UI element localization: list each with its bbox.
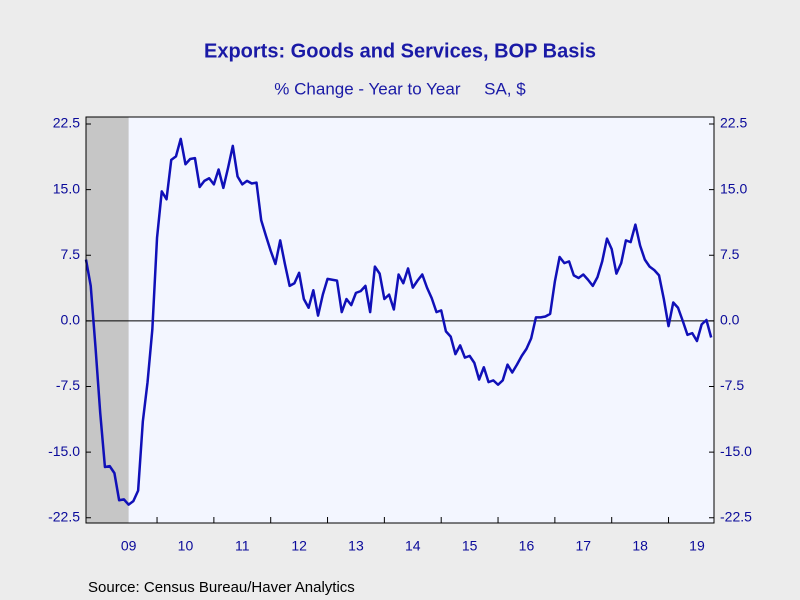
x-tick-label: 11 xyxy=(235,538,250,554)
x-tick-label: 13 xyxy=(348,538,364,554)
y2-tick-label: -22.5 xyxy=(720,508,752,524)
y2-tick-label: 15.0 xyxy=(720,180,747,196)
data-line xyxy=(84,137,713,506)
y2-tick-label: -15.0 xyxy=(720,443,752,459)
y-tick-label: -22.5 xyxy=(48,508,80,524)
x-tick-label: 17 xyxy=(575,538,591,554)
x-tick-label: 15 xyxy=(462,538,478,554)
y2-tick-label: 22.5 xyxy=(720,115,747,131)
x-tick-label: 12 xyxy=(291,538,307,554)
x-tick-label: 16 xyxy=(519,538,535,554)
y-tick-label: 15.0 xyxy=(53,180,80,196)
y-tick-label: 7.5 xyxy=(61,246,81,262)
source-note: Source: Census Bureau/Haver Analytics xyxy=(88,579,355,596)
x-tick-label: 09 xyxy=(121,538,137,554)
x-tick-label: 14 xyxy=(405,538,421,554)
y-tick-label: -15.0 xyxy=(48,443,80,459)
chart-title: Exports: Goods and Services, BOP Basis xyxy=(204,40,596,62)
y2-tick-label: -7.5 xyxy=(720,377,744,393)
y2-tick-label: 0.0 xyxy=(720,312,740,328)
plot-area xyxy=(86,117,714,523)
plot-frame xyxy=(85,116,715,524)
chart-subtitle: % Change - Year to Year SA, $ xyxy=(274,79,526,98)
y-tick-label: 22.5 xyxy=(53,115,80,131)
x-tick-label: 18 xyxy=(632,538,648,554)
y2-tick-label: 7.5 xyxy=(720,246,740,262)
x-tick-label: 19 xyxy=(689,538,705,554)
x-tick-label: 10 xyxy=(178,538,194,554)
y-tick-label: -7.5 xyxy=(56,377,80,393)
y-tick-label: 0.0 xyxy=(61,312,81,328)
